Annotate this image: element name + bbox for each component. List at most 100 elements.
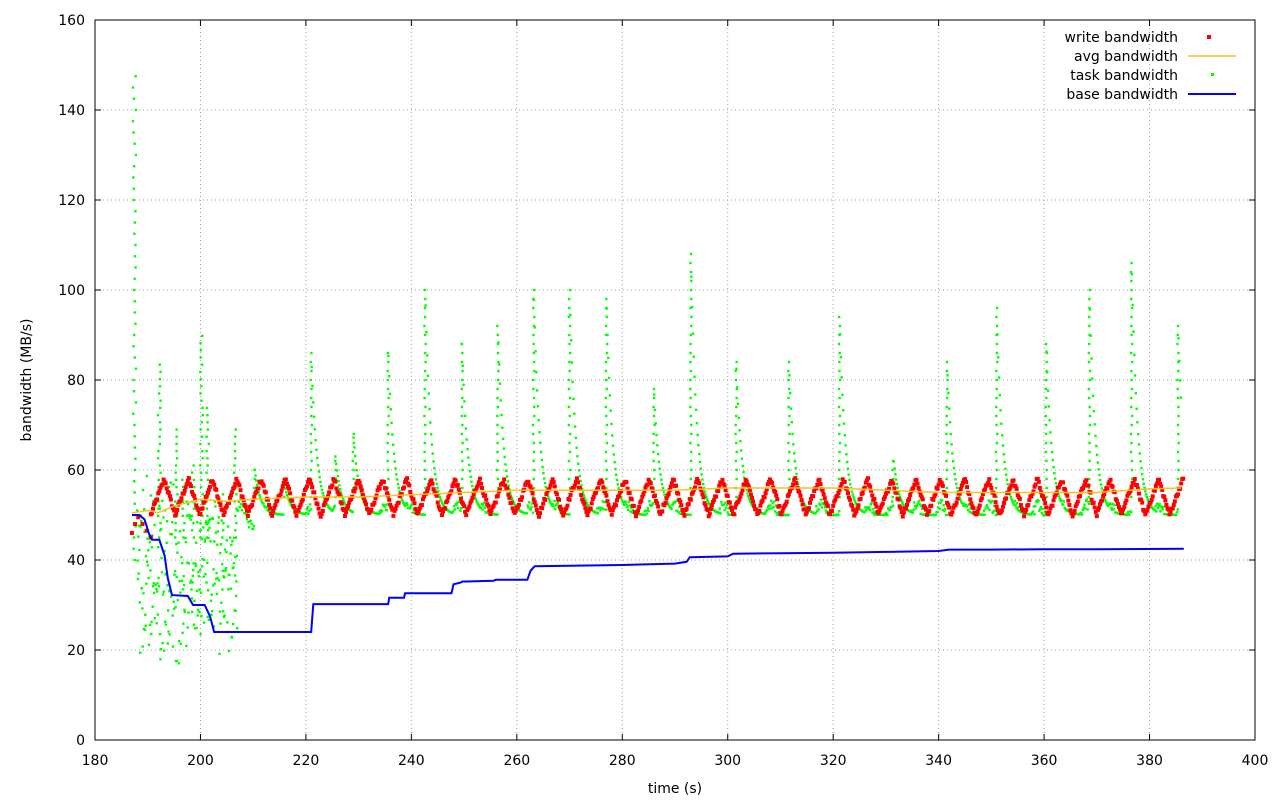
task-point: [316, 464, 320, 467]
task-point: [499, 399, 502, 402]
task-point: [912, 508, 915, 512]
task-point: [667, 503, 670, 506]
legend-swatch-write: [1207, 35, 1211, 39]
task-point: [1176, 378, 1179, 382]
task-point: [532, 459, 535, 463]
task-point: [209, 599, 213, 602]
task-point: [569, 339, 573, 342]
task-point: [1112, 507, 1115, 511]
task-point: [205, 449, 208, 453]
task-point: [398, 490, 401, 493]
write-point: [475, 483, 480, 488]
task-point: [531, 432, 535, 436]
task-point: [741, 464, 744, 468]
task-point: [394, 467, 397, 470]
task-point: [1043, 510, 1047, 513]
write-point: [669, 481, 674, 486]
task-point: [352, 436, 355, 439]
legend-swatch-task: [1211, 73, 1214, 76]
task-point: [496, 459, 499, 463]
write-point: [240, 494, 245, 499]
task-point: [689, 288, 693, 292]
task-point: [210, 593, 213, 596]
write-point: [373, 496, 378, 501]
task-point: [689, 450, 693, 454]
task-point: [224, 566, 228, 570]
task-point: [1060, 498, 1063, 502]
write-point: [244, 508, 249, 513]
task-point: [171, 614, 174, 617]
task-point: [190, 529, 194, 532]
write-point: [591, 494, 596, 499]
write-point: [293, 509, 298, 514]
task-point: [423, 468, 427, 472]
task-point: [543, 481, 547, 485]
task-point: [1034, 504, 1037, 508]
task-point: [602, 507, 605, 511]
task-point: [504, 463, 507, 466]
task-point: [339, 491, 343, 494]
task-point: [947, 407, 951, 410]
task-point: [212, 568, 215, 571]
task-point: [534, 350, 537, 353]
task-point: [174, 500, 177, 503]
task-point: [993, 504, 996, 508]
write-point: [877, 508, 882, 513]
write-point: [1050, 503, 1055, 508]
task-point: [1110, 508, 1114, 511]
task-point: [554, 507, 557, 511]
write-point: [480, 485, 485, 490]
task-point: [227, 588, 230, 591]
write-point: [954, 500, 959, 505]
task-point: [405, 502, 408, 505]
task-point: [1099, 483, 1103, 486]
write-point: [712, 498, 717, 503]
write-point: [234, 476, 239, 481]
task-point: [463, 400, 466, 403]
task-point: [1048, 419, 1051, 422]
write-point: [580, 497, 585, 502]
task-point: [1130, 272, 1134, 276]
write-point: [1132, 477, 1137, 482]
task-point: [209, 540, 212, 543]
write-point: [899, 510, 904, 515]
task-point: [235, 580, 238, 583]
write-point: [812, 488, 817, 493]
write-point: [278, 492, 283, 497]
write-point: [166, 490, 171, 495]
task-point: [871, 511, 874, 514]
task-point: [159, 428, 162, 431]
task-point: [202, 575, 205, 578]
task-point: [460, 414, 464, 418]
write-point: [1013, 484, 1018, 489]
task-point: [536, 405, 540, 408]
task-point: [337, 479, 340, 483]
write-point: [733, 505, 738, 510]
task-point: [690, 432, 693, 436]
task-point: [824, 509, 827, 512]
task-point: [1087, 486, 1091, 490]
write-point: [207, 484, 212, 489]
task-point: [390, 421, 393, 424]
task-point: [232, 562, 236, 565]
task-point: [735, 396, 738, 400]
task-point: [532, 387, 535, 391]
task-point: [708, 503, 711, 506]
task-point: [1085, 498, 1088, 501]
task-point: [186, 626, 189, 629]
task-point: [334, 459, 337, 463]
task-point: [735, 441, 738, 445]
task-point: [1137, 443, 1141, 446]
task-point: [864, 509, 868, 512]
task-point: [235, 493, 238, 496]
task-point: [132, 412, 135, 415]
write-point: [684, 506, 689, 511]
write-point: [880, 501, 885, 506]
task-point: [734, 432, 737, 436]
task-point: [652, 393, 656, 396]
task-point: [482, 501, 486, 505]
task-point: [162, 516, 165, 519]
write-point: [979, 496, 984, 501]
write-point: [627, 490, 632, 495]
task-point: [568, 432, 572, 436]
